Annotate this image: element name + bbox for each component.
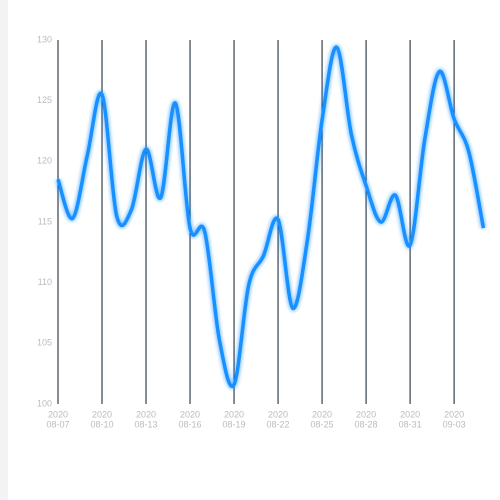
x-tick-label: 2020 [92, 409, 112, 419]
x-tick-label: 09-03 [443, 419, 466, 429]
line-glow [55, 44, 487, 390]
y-tick-label: 120 [37, 156, 52, 166]
x-tick-label: 08-31 [399, 419, 422, 429]
x-tick-label: 2020 [224, 409, 244, 419]
x-tick-label: 08-10 [90, 419, 113, 429]
y-tick-label: 100 [37, 398, 52, 408]
line [56, 45, 486, 389]
x-tick-label: 08-13 [135, 419, 158, 429]
x-tick-label: 08-28 [355, 419, 378, 429]
x-tick-label: 2020 [136, 409, 156, 419]
x-tick-label: 08-19 [223, 419, 246, 429]
y-tick-label: 115 [38, 216, 52, 226]
x-tick-label: 2020 [312, 409, 332, 419]
x-tick-label: 2020 [400, 409, 420, 419]
y-tick-label: 110 [38, 277, 52, 287]
x-tick-label: 2020 [48, 409, 68, 419]
x-tick-label: 08-16 [179, 419, 202, 429]
x-tick-label: 08-25 [311, 419, 334, 429]
x-tick-label: 2020 [444, 409, 464, 419]
x-tick-label: 2020 [356, 409, 376, 419]
x-tick-label: 2020 [268, 409, 288, 419]
y-tick-label: 130 [37, 34, 52, 44]
x-tick-label: 08-22 [267, 419, 290, 429]
y-tick-label: 105 [37, 338, 52, 348]
x-tick-label: 2020 [180, 409, 200, 419]
side-strip [0, 0, 8, 500]
x-tick-label: 08-07 [46, 419, 69, 429]
y-tick-label: 125 [37, 95, 52, 105]
